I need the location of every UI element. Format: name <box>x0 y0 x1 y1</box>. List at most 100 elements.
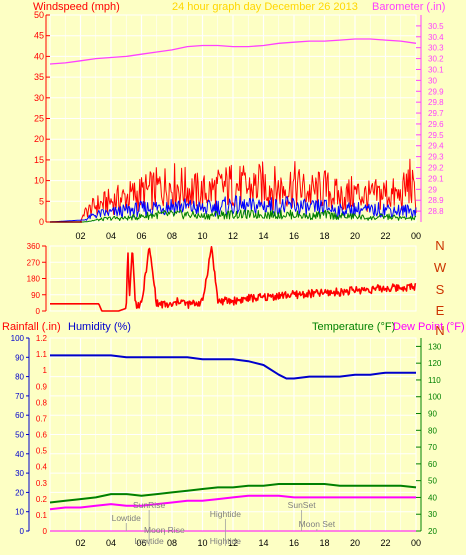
humidity-y-tick-label: 20 <box>15 488 24 497</box>
x-tick-label: 10 <box>197 231 207 241</box>
baro-y-tick-label: 30.1 <box>428 65 444 74</box>
compass-letter: W <box>434 260 447 275</box>
wind-y-tick-label: 0 <box>39 217 44 227</box>
x-tick-label: 14 <box>258 538 268 548</box>
rain-y-tick-label: 0.5 <box>36 447 48 456</box>
baro-y-tick-label: 28.9 <box>428 196 444 205</box>
rain-y-tick-label: 0.9 <box>36 382 48 391</box>
date-title: 24 hour graph day December 26 2013 <box>172 1 358 13</box>
humidity-axis-title: Humidity (%) <box>68 321 131 333</box>
barometer-axis-title: Barometer (.in) <box>372 1 445 13</box>
humidity-y-tick-label: 0 <box>20 527 25 536</box>
event-label: SunSet <box>288 500 317 510</box>
humidity-line <box>50 354 416 380</box>
temp-y-tick-label: 80 <box>428 426 437 435</box>
temp-y-tick-label: 30 <box>428 510 437 519</box>
x-tick-label: 12 <box>228 538 238 548</box>
compass-letter: N <box>435 323 444 338</box>
temp-y-tick-label: 120 <box>428 359 442 368</box>
rain-y-tick-label: 0.6 <box>36 431 48 440</box>
x-tick-label: 02 <box>75 538 85 548</box>
event-label: Lowtide <box>134 536 164 546</box>
temp-y-tick-label: 40 <box>428 493 437 502</box>
humidity-y-tick-label: 10 <box>15 508 24 517</box>
x-tick-label: 12 <box>228 231 238 241</box>
baro-y-tick-label: 28.8 <box>428 207 444 216</box>
plot-frame <box>49 245 417 312</box>
x-tick-label: 16 <box>289 231 299 241</box>
humidity-y-tick-label: 50 <box>15 431 24 440</box>
wind-y-tick-label: 50 <box>34 10 44 20</box>
x-tick-label: 04 <box>106 538 116 548</box>
wind-direction-line <box>49 246 417 312</box>
dewpoint-line <box>49 494 416 511</box>
wind-min-line <box>50 209 417 223</box>
baro-y-tick-label: 29.9 <box>428 87 444 96</box>
baro-y-tick-label: 30.3 <box>428 44 444 53</box>
baro-y-tick-label: 30 <box>428 76 437 85</box>
event-label: Lowtide <box>112 513 142 523</box>
temp-y-tick-label: 130 <box>428 342 442 351</box>
humidity-y-tick-label: 40 <box>15 450 24 459</box>
temp-y-tick-label: 70 <box>428 443 437 452</box>
direction-y-tick-label: 360 <box>27 242 41 251</box>
temp-y-tick-label: 60 <box>428 460 437 469</box>
wind-y-tick-label: 35 <box>34 72 44 82</box>
event-label: SunRise <box>133 500 165 510</box>
humidity-y-tick-label: 30 <box>15 469 24 478</box>
x-tick-label: 14 <box>258 231 268 241</box>
baro-y-tick-label: 29.1 <box>428 174 444 183</box>
rain-y-tick-label: 0.4 <box>36 463 48 472</box>
wind-y-tick-label: 15 <box>34 155 44 165</box>
rain-y-tick-label: 1 <box>43 366 48 375</box>
baro-y-tick-label: 30.4 <box>428 33 444 42</box>
baro-y-tick-label: 29.7 <box>428 109 444 118</box>
wind-y-tick-label: 45 <box>34 31 44 41</box>
event-label: Moon Set <box>299 519 336 529</box>
windspeed-axis-title: Windspeed (mph) <box>33 1 120 13</box>
humidity-y-tick-label: 60 <box>15 411 24 420</box>
wind-y-tick-label: 25 <box>34 114 44 124</box>
baro-y-tick-label: 30.5 <box>428 22 444 31</box>
wind-y-tick-label: 20 <box>34 134 44 144</box>
baro-y-tick-label: 29.5 <box>428 131 444 140</box>
rain-y-tick-label: 1.2 <box>36 334 48 343</box>
temperature-axis-title: Temperature (°F) <box>312 321 395 333</box>
temp-y-tick-label: 20 <box>428 527 437 536</box>
x-tick-label: 20 <box>350 538 360 548</box>
baro-y-tick-label: 29.3 <box>428 153 444 162</box>
rain-y-tick-label: 0.8 <box>36 398 48 407</box>
temp-y-tick-label: 100 <box>428 393 442 402</box>
direction-y-tick-label: 180 <box>27 275 41 284</box>
wind-direction-panel: 0 90 180 270 360 <box>27 242 417 316</box>
humidity-y-tick-label: 70 <box>15 392 24 401</box>
wind-barometer-panel: 0 5 10 15 20 25 30 35 40 45 50 28.8 28.9 29 29.129.2 29… <box>34 10 444 241</box>
baro-y-tick-label: 29.4 <box>428 142 444 151</box>
x-tick-label: 06 <box>136 538 146 548</box>
x-tick-label: 08 <box>167 231 177 241</box>
dewpoint-axis-title: Dew Point (°F) <box>393 321 465 333</box>
rain-y-tick-label: 1.1 <box>36 350 48 359</box>
humidity-y-tick-label: 80 <box>15 373 24 382</box>
rain-y-tick-label: 0 <box>43 527 48 536</box>
x-tick-label: 22 <box>380 538 390 548</box>
event-label: Moon Rise <box>144 525 185 535</box>
humidity-y-tick-label: 90 <box>15 353 24 362</box>
rain-y-tick-label: 0.2 <box>36 495 48 504</box>
x-tick-label: 10 <box>197 538 207 548</box>
temp-y-tick-label: 110 <box>428 376 441 385</box>
event-label: Hightide <box>210 509 241 519</box>
humidity-y-tick-label: 100 <box>11 334 25 343</box>
temp-y-tick-label: 90 <box>428 410 437 419</box>
rain-y-tick-label: 0.3 <box>36 479 48 488</box>
wind-y-tick-label: 5 <box>39 196 44 206</box>
x-tick-label: 02 <box>75 231 85 241</box>
x-tick-label: 22 <box>380 231 390 241</box>
x-tick-label: 00 <box>411 538 421 548</box>
wind-max-line <box>50 158 417 223</box>
baro-y-tick-label: 30.2 <box>428 55 444 64</box>
baro-y-tick-label: 29 <box>428 185 437 194</box>
